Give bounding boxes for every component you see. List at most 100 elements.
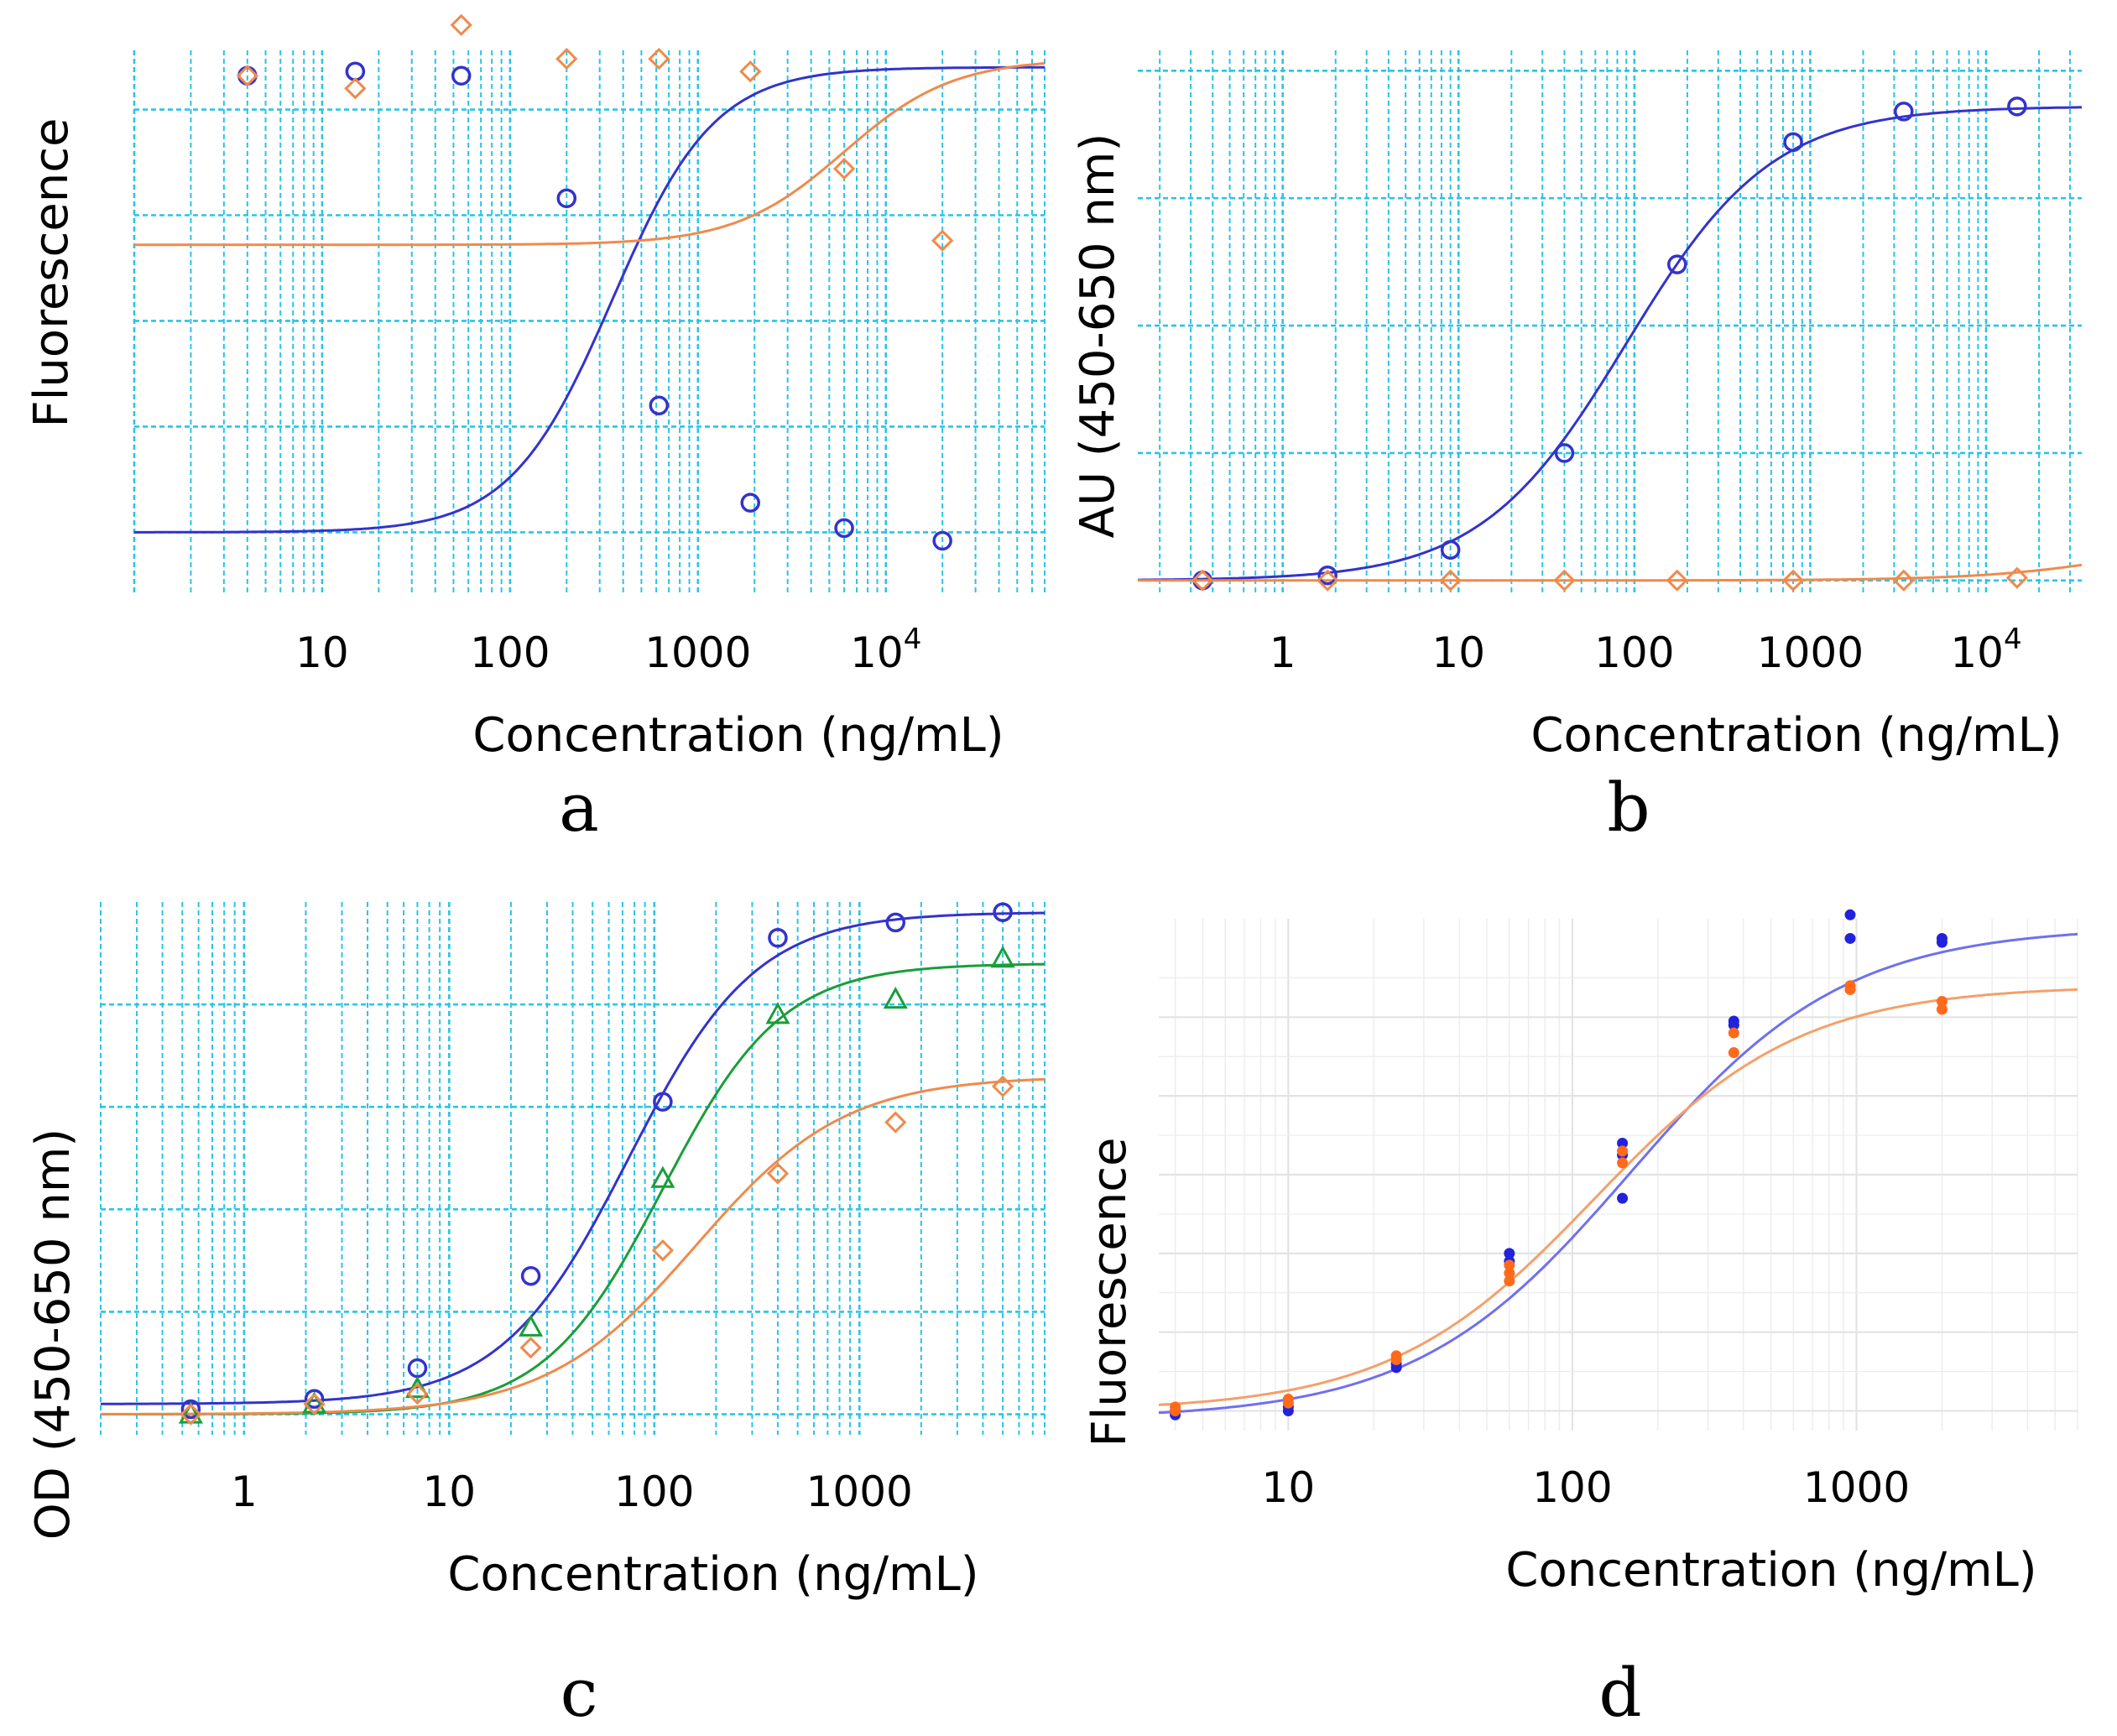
fit-curve-orange: [1138, 563, 2083, 582]
data-point-orange: [832, 157, 856, 180]
data-point-orange: [1170, 1401, 1181, 1413]
data-point-orange: [884, 1111, 907, 1134]
data-point-blue: [1894, 102, 1914, 122]
chart-panel-b: 1 10 100 1000 104 Concentration (ng/mL) AU (45…: [1058, 0, 2117, 868]
x-tick-exponent: 4: [904, 623, 922, 656]
x-tick-label: 10: [1262, 1463, 1316, 1512]
data-point-blue: [1554, 443, 1575, 463]
data-point-orange: [1617, 1145, 1629, 1157]
data-point-blue: [1783, 132, 1803, 153]
fit-curve-orange: [1158, 988, 2078, 1406]
x-tick-label: 1000: [1803, 1463, 1910, 1512]
data-point-blue: [304, 1389, 325, 1410]
data-point-orange: [1504, 1275, 1515, 1287]
panel-letter: d: [1598, 1654, 1641, 1732]
panel-letter: a: [559, 769, 599, 847]
data-point-blue: [653, 1092, 673, 1112]
data-point-orange: [180, 1403, 202, 1426]
x-tick-label: 104: [1950, 623, 2021, 677]
data-point-green: [990, 946, 1015, 968]
grid: [1159, 919, 2078, 1431]
data-point-orange: [1317, 569, 1339, 592]
data-point-blue: [1617, 1137, 1629, 1149]
x-tick-label: 100: [1594, 628, 1674, 677]
x-axis-label: Concentration (ng/mL): [1530, 708, 2062, 763]
data-point-blue: [556, 188, 577, 209]
data-point-blue: [1844, 909, 1856, 920]
data-point-orange: [519, 1337, 542, 1359]
data-point-green: [765, 1002, 790, 1024]
grid: [100, 902, 1045, 1435]
chart-d-svg: 10 100 1000 Concentration (ng/mL) Fluorescen…: [1082, 909, 2078, 1732]
data-point-orange: [1504, 1267, 1515, 1279]
x-axis-label: Concentration (ng/mL): [472, 708, 1004, 763]
data-point-orange: [1844, 983, 1856, 995]
data-point-orange: [303, 1393, 326, 1415]
data-point-orange: [648, 47, 670, 70]
grid: [133, 50, 1045, 596]
data-point-blue: [649, 395, 670, 416]
data-point-blue: [1728, 1019, 1739, 1031]
data-point-green: [404, 1375, 430, 1399]
chart-panel-c: 1 10 100 1000 Concentration (ng/mL) OD (450-6…: [0, 868, 1058, 1736]
data-point-green: [883, 986, 908, 1009]
data-point-blue: [345, 61, 366, 81]
x-tick-label: 10: [423, 1468, 477, 1516]
x-tick-exponent: 4: [2004, 623, 2022, 656]
data-point-blue: [993, 902, 1013, 922]
data-point-blue: [1317, 565, 1337, 586]
chart-c-svg: 1 10 100 1000 Concentration (ng/mL) OD (450-6…: [26, 902, 1045, 1732]
data-point-orange: [766, 1162, 790, 1185]
data-point-green: [650, 1165, 675, 1188]
data-point-orange: [1439, 569, 1462, 592]
data-point-orange: [991, 1075, 1014, 1097]
x-tick-label: 10: [295, 628, 349, 677]
data-point-orange: [1728, 1047, 1739, 1059]
chart-b-svg: 1 10 100 1000 104 Concentration (ng/mL) AU (45…: [1071, 50, 2083, 847]
y-axis-label: AU (450-650 nm): [1071, 133, 1125, 539]
data-point-blue: [932, 530, 952, 551]
data-point-orange: [1282, 1397, 1294, 1409]
x-tick-label: 104: [850, 623, 921, 677]
data-point-orange: [1191, 569, 1214, 592]
data-point-orange: [406, 1383, 429, 1405]
chart-a-svg: 10 100 1000 104 Concentration (ng/mL) Fluores…: [24, 13, 1045, 847]
x-tick-label: 100: [1532, 1463, 1612, 1512]
grid: [1138, 50, 2082, 596]
x-tick-label: 1: [231, 1468, 258, 1516]
x-tick-label: 1000: [644, 628, 751, 677]
data-point-blue: [1844, 932, 1856, 944]
data-point-orange: [739, 60, 762, 83]
x-axis-label: Concentration (ng/mL): [447, 1547, 978, 1602]
data-point-orange: [450, 13, 472, 36]
data-point-green: [519, 1314, 544, 1337]
x-tick-label: 1000: [1757, 628, 1864, 677]
chart-panel-a: 10 100 1000 104 Concentration (ng/mL) Fluores…: [0, 0, 1058, 868]
x-tick-label: 100: [614, 1468, 694, 1516]
data-point-blue: [520, 1265, 541, 1286]
data-point-blue: [768, 927, 788, 948]
data-point-blue: [451, 65, 472, 86]
y-axis-label: Fluorescence: [1082, 1138, 1137, 1447]
fit-curve-orange: [134, 62, 1045, 247]
panel-letter: b: [1607, 769, 1650, 847]
data-point-blue: [1936, 936, 1948, 948]
fit-curve-blue: [134, 65, 1045, 534]
data-point-orange: [1553, 569, 1576, 592]
x-tick-label: 10: [1431, 628, 1485, 677]
data-point-orange: [236, 65, 258, 87]
chart-panel-d: 10 100 1000 Concentration (ng/mL) Fluorescen…: [1058, 868, 2117, 1736]
data-point-orange: [1504, 1259, 1515, 1271]
panel-letter: c: [561, 1654, 598, 1732]
data-point-orange: [1728, 1027, 1739, 1039]
data-point-orange: [1936, 996, 1948, 1008]
data-point-orange: [1892, 569, 1915, 592]
data-point-orange: [651, 1239, 675, 1262]
data-point-orange: [1617, 1157, 1629, 1169]
data-point-blue: [1504, 1248, 1515, 1259]
data-point-orange: [1390, 1354, 1402, 1366]
data-point-orange: [2005, 566, 2029, 589]
data-point-blue: [2007, 96, 2027, 117]
x-tick-label: 1: [1270, 628, 1296, 677]
y-axis-label: Fluorescence: [24, 118, 79, 428]
